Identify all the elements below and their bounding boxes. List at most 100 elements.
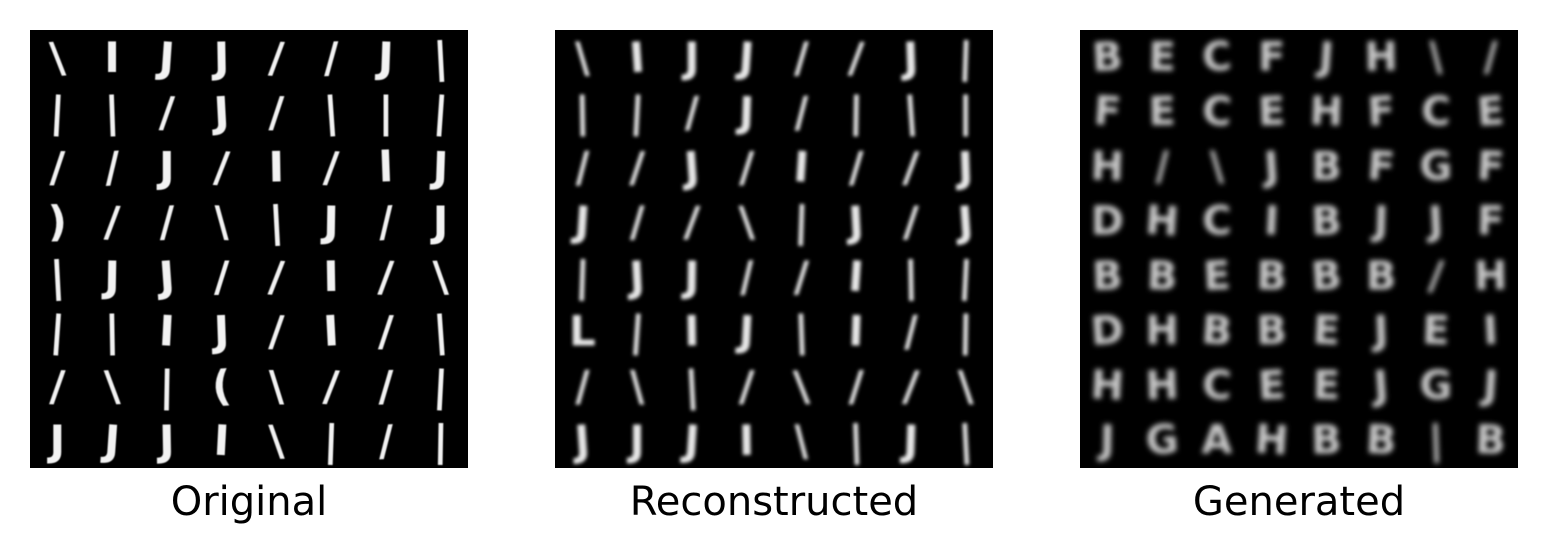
digit-sample: | bbox=[793, 197, 810, 247]
digit-sample: \ bbox=[958, 361, 975, 410]
digit-sample: I bbox=[322, 306, 340, 356]
digit-sample: J bbox=[210, 87, 231, 137]
digit-sample: | bbox=[574, 87, 590, 136]
digit-sample: H bbox=[1145, 362, 1180, 409]
digit-sample: / bbox=[267, 251, 286, 301]
digit-sample: H bbox=[1253, 417, 1290, 465]
digit-sample: J bbox=[954, 142, 974, 192]
digit-sample: / bbox=[378, 361, 395, 410]
digit-sample: \ bbox=[792, 361, 811, 411]
digit-sample: B bbox=[1310, 252, 1344, 300]
digit-sample: I bbox=[158, 306, 176, 356]
digit-sample: | bbox=[683, 361, 701, 411]
digit-sample: B bbox=[1200, 307, 1234, 355]
digit-sample: | bbox=[957, 252, 975, 302]
digit-sample: / bbox=[902, 361, 921, 411]
digit-sample: ) bbox=[47, 197, 67, 246]
digit-sample: H bbox=[1145, 308, 1178, 354]
digit-sample: \ bbox=[103, 361, 122, 411]
digit-sample: / bbox=[847, 33, 866, 83]
digit-sample: F bbox=[1477, 198, 1505, 244]
digit-sample: / bbox=[1154, 144, 1171, 191]
caption-generated: Generated bbox=[1192, 479, 1406, 525]
digit-sample: G bbox=[1419, 363, 1452, 409]
digit-sample: I bbox=[1482, 308, 1499, 355]
digit-sample: J bbox=[679, 142, 701, 192]
digit-sample: | bbox=[902, 87, 921, 137]
digit-sample: B bbox=[1310, 198, 1342, 245]
digit-sample: / bbox=[793, 33, 810, 82]
digit-sample: | bbox=[267, 197, 285, 247]
digit-sample: J bbox=[899, 416, 919, 466]
digit-sample: / bbox=[378, 306, 395, 355]
digit-sample: / bbox=[377, 416, 396, 466]
digit-sample: J bbox=[320, 197, 339, 246]
digit-sample: J bbox=[570, 196, 592, 246]
digit-sample: I bbox=[792, 142, 811, 192]
digit-sample: H bbox=[1089, 362, 1125, 410]
digit-sample: J bbox=[626, 416, 645, 465]
digit-sample: / bbox=[683, 87, 701, 137]
generated-samples: B E C F J H \/F E C E H F C EH / \ J B F G FD H C I B J J FB B E B B B / H… bbox=[1089, 33, 1508, 465]
digit-sample: \ bbox=[268, 416, 286, 466]
digit-sample: E bbox=[1148, 34, 1176, 80]
digit-sample: J bbox=[679, 415, 701, 465]
digit-sample: J bbox=[1369, 362, 1390, 409]
digit-sample: E bbox=[1148, 89, 1176, 135]
digit-sample: B bbox=[1256, 253, 1287, 300]
digit-sample: D bbox=[1091, 199, 1124, 245]
digit-sample: B bbox=[1091, 253, 1123, 300]
digit-sample: | bbox=[957, 33, 974, 83]
digit-sample: F bbox=[1258, 34, 1285, 80]
digit-sample: J bbox=[156, 416, 175, 465]
digit-sample: J bbox=[374, 33, 394, 83]
digit-sample: | bbox=[574, 252, 591, 302]
digit-sample: | bbox=[628, 87, 646, 137]
digit-sample: C bbox=[1201, 362, 1232, 409]
digit-sample: H bbox=[1144, 198, 1181, 246]
digit-sample: \ bbox=[432, 252, 450, 302]
digit-sample: / bbox=[629, 142, 646, 191]
digit-sample: E bbox=[1257, 362, 1287, 409]
digit-sample: E bbox=[1202, 253, 1232, 300]
digit-sample: J bbox=[1370, 308, 1389, 355]
digit-sample: / bbox=[574, 361, 592, 411]
digit-sample: / bbox=[158, 197, 176, 247]
digit-sample: I bbox=[1263, 198, 1280, 245]
digit-sample: J bbox=[1314, 34, 1335, 81]
digit-sample: / bbox=[629, 197, 646, 246]
digit-sample: / bbox=[739, 361, 756, 410]
digit-sample: H bbox=[1364, 34, 1398, 81]
digit-sample: | bbox=[48, 252, 66, 302]
digit-sample: / bbox=[322, 361, 341, 411]
digit-sample: I bbox=[847, 306, 864, 356]
digit-sample: B bbox=[1256, 308, 1287, 355]
digit-sample: / bbox=[49, 361, 67, 411]
original-image-grid: \ I J J / / J | | | / J / | | | / / J / I / l J) / / \ | J / J | J J / / I / \… bbox=[30, 30, 468, 468]
digit-sample: F bbox=[1476, 143, 1506, 190]
digit-sample: / bbox=[848, 361, 864, 410]
digit-sample: F bbox=[1092, 88, 1122, 136]
digit-sample: | bbox=[323, 416, 340, 466]
digit-sample: \ bbox=[629, 361, 647, 411]
digit-sample: | bbox=[322, 87, 341, 137]
digit-sample: | bbox=[104, 306, 120, 355]
digit-sample: J bbox=[681, 33, 700, 82]
digit-sample: I bbox=[213, 416, 231, 466]
digit-sample: / bbox=[268, 87, 285, 136]
digit-sample: / bbox=[737, 251, 756, 301]
digit-sample: J bbox=[210, 33, 229, 82]
digit-sample: l bbox=[378, 142, 394, 191]
digit-sample: | bbox=[431, 306, 450, 356]
generated-image-grid: B E C F J H \ / F E C E H F C E H / \ J B F G F D H C I B J J F B B E B B B / H… bbox=[1080, 30, 1518, 468]
digit-sample: F bbox=[1366, 88, 1396, 135]
digit-sample: C bbox=[1202, 198, 1232, 245]
digit-sample: \ bbox=[213, 197, 231, 247]
digit-sample: J bbox=[156, 142, 175, 191]
digit-sample: B bbox=[1365, 417, 1398, 465]
caption-reconstructed: Reconstructed bbox=[629, 479, 919, 525]
digit-sample: J bbox=[735, 306, 756, 356]
digit-sample: | bbox=[903, 252, 919, 301]
digit-sample: \ bbox=[792, 416, 811, 466]
digit-sample: / bbox=[902, 142, 921, 192]
